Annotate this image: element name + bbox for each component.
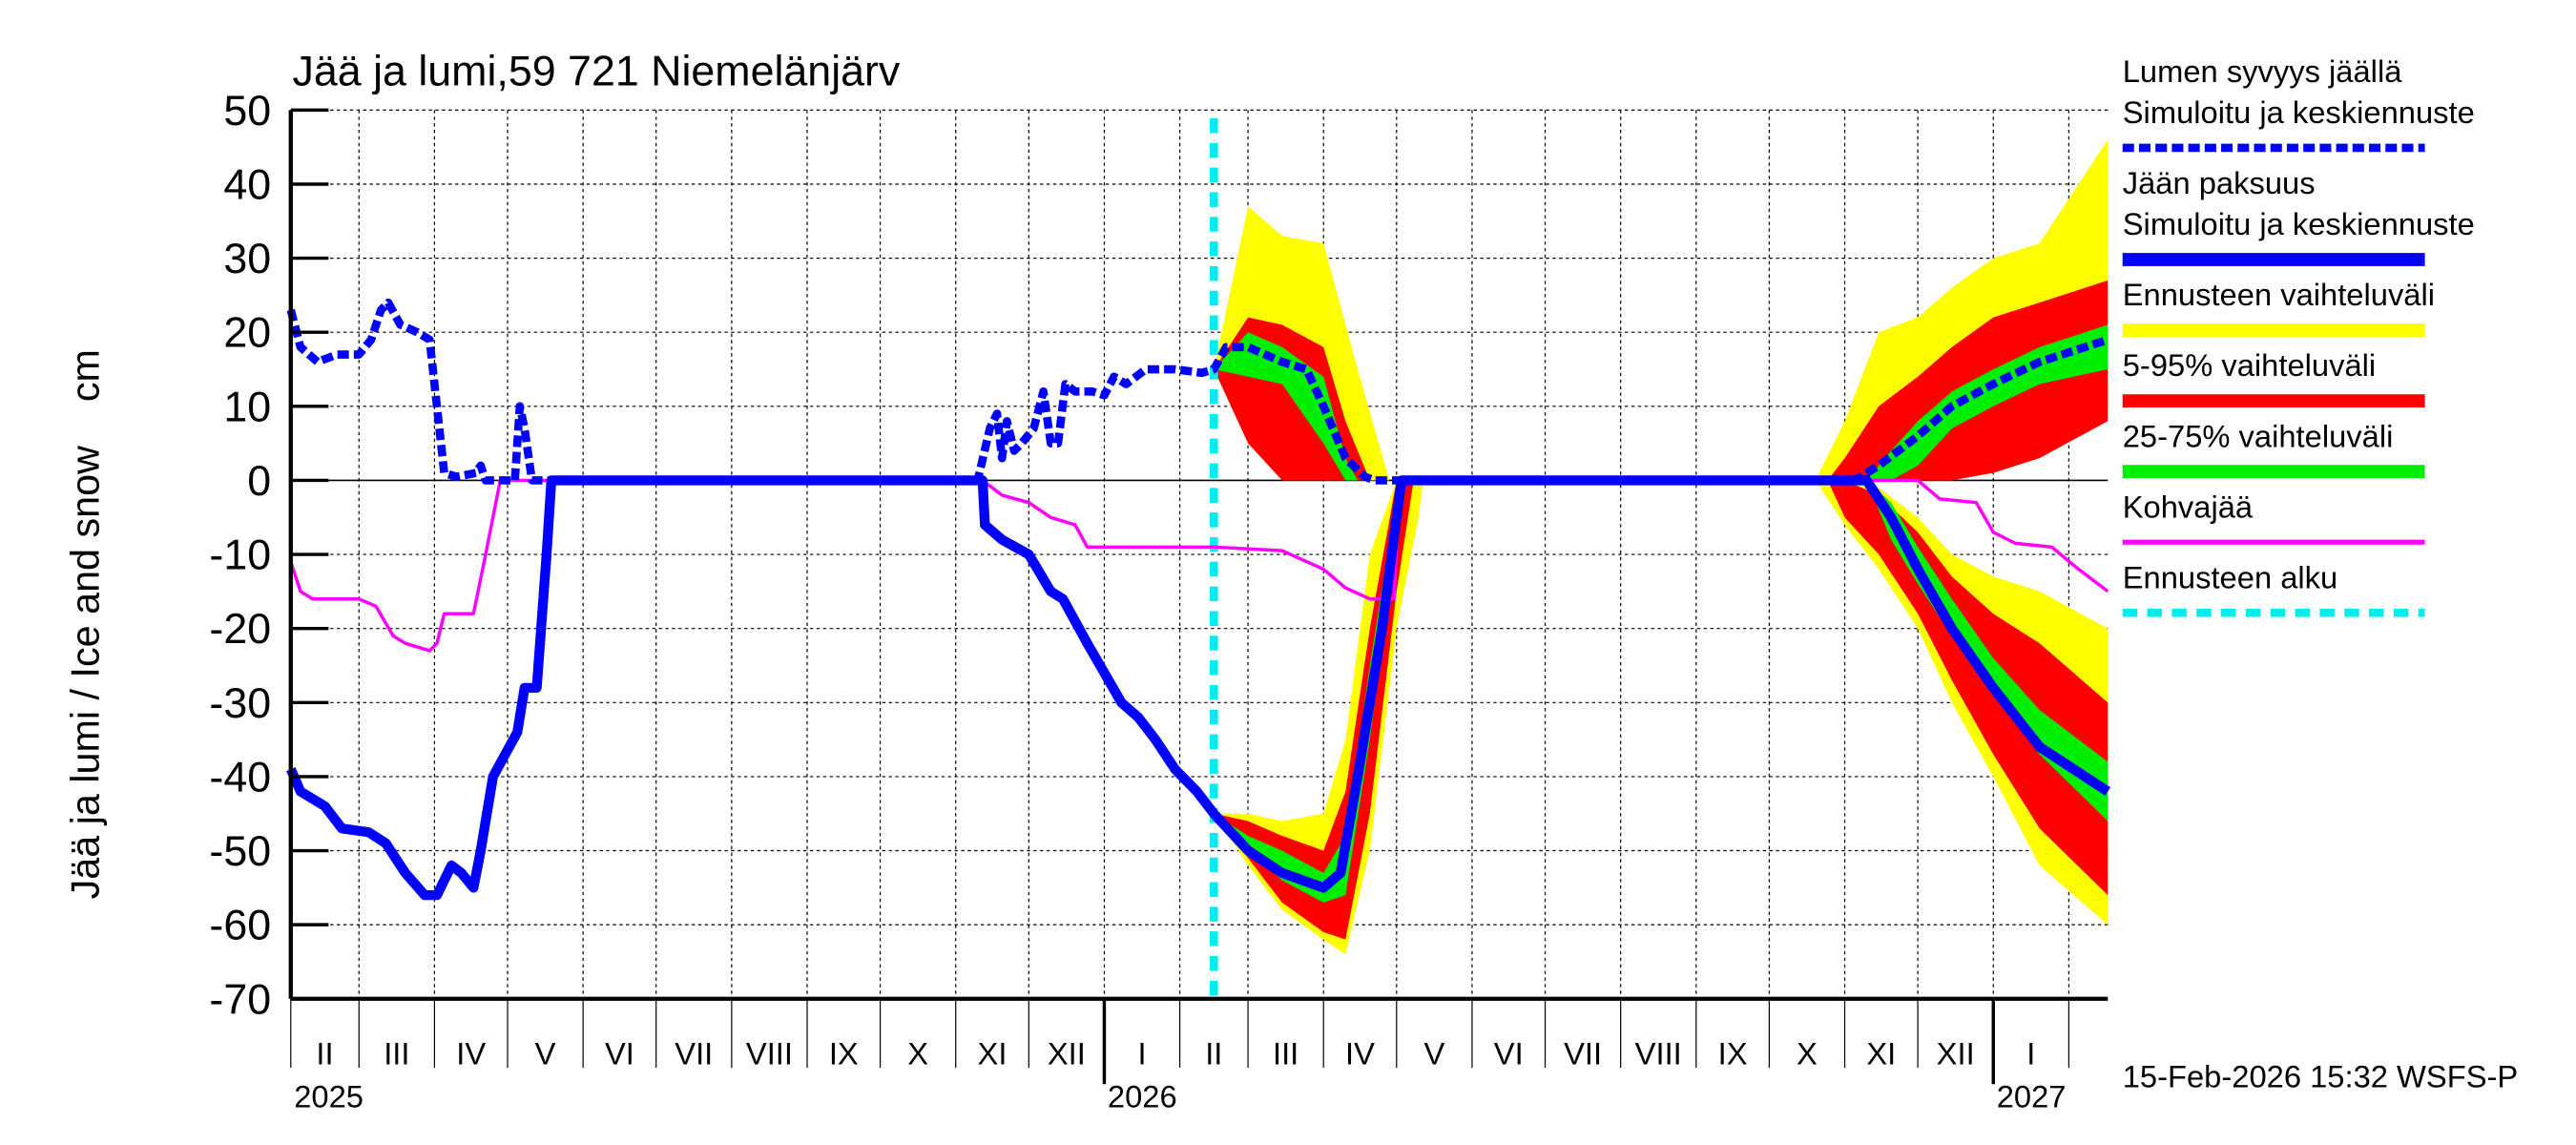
- month-label: VIII: [746, 1036, 793, 1072]
- month-label: X: [1797, 1036, 1818, 1072]
- y-tick-label: 0: [247, 457, 271, 505]
- legend: Lumen syvyys jäällä Simuloitu ja keskienn…: [2122, 53, 2475, 617]
- y-tick-label: 20: [223, 309, 271, 357]
- legend-label: Lumen syvyys jäällä: [2123, 53, 2402, 89]
- y-tick-label: -70: [209, 975, 271, 1023]
- year-label: 2027: [1997, 1078, 2067, 1114]
- month-label: I: [2026, 1036, 2035, 1072]
- legend-label: 5-95% vaihteluväli: [2123, 347, 2376, 383]
- month-label: I: [1137, 1036, 1146, 1072]
- year-label: 2026: [1108, 1078, 1177, 1114]
- month-label: IV: [1345, 1036, 1375, 1072]
- y-tick-label: -30: [209, 679, 271, 727]
- series-lines: [286, 117, 2111, 999]
- y-tick-label: 30: [223, 235, 271, 282]
- month-label: XII: [1048, 1036, 1086, 1072]
- month-label: VII: [1564, 1036, 1602, 1072]
- band-snow-full: [1214, 139, 2109, 481]
- forecast-bands: [1214, 139, 2109, 955]
- month-label: IV: [456, 1036, 486, 1072]
- month-label: II: [316, 1036, 333, 1072]
- y-tick-label: -10: [209, 531, 271, 579]
- month-label: IX: [1718, 1036, 1748, 1072]
- y-tick-label: -40: [209, 753, 271, 801]
- month-label: XI: [978, 1036, 1008, 1072]
- y-tick-label: 40: [223, 160, 271, 208]
- y-axis-label: Jää ja lumi / Ice and snow cm: [63, 349, 107, 899]
- y-tick-label: -60: [209, 902, 271, 949]
- month-label: VIII: [1635, 1036, 1682, 1072]
- month-label: IX: [829, 1036, 859, 1072]
- series-solid-line: [286, 475, 2111, 901]
- y-tick-label: 10: [223, 383, 271, 430]
- band-ice-5-95: [1214, 480, 2109, 940]
- month-label: V: [1423, 1036, 1444, 1072]
- chart-title: Jää ja lumi,59 721 Niemelänjärv: [293, 48, 901, 95]
- month-label: VII: [675, 1036, 713, 1072]
- month-label: III: [384, 1036, 409, 1072]
- legend-sublabel: Simuloitu ja keskiennuste: [2123, 206, 2475, 241]
- year-label: 2025: [294, 1078, 364, 1114]
- grid: [290, 109, 2109, 1000]
- month-label: VI: [1494, 1036, 1524, 1072]
- legend-label: Jään paksuus: [2123, 165, 2316, 200]
- month-label: III: [1273, 1036, 1298, 1072]
- y-tick-label: -20: [209, 605, 271, 653]
- legend-sublabel: Simuloitu ja keskiennuste: [2123, 94, 2475, 130]
- legend-label: Ennusteen vaihteluväli: [2123, 277, 2435, 312]
- month-label: V: [535, 1036, 556, 1072]
- band-snow-5-95: [1214, 280, 2109, 481]
- month-label: XI: [1866, 1036, 1896, 1072]
- month-label: II: [1205, 1036, 1222, 1072]
- series-dashed-line: [286, 298, 2109, 485]
- series-thin-line: [289, 478, 2109, 653]
- legend-label: 25-75% vaihteluväli: [2123, 418, 2394, 453]
- y-tick-label: -50: [209, 827, 271, 875]
- y-tick-label: 50: [223, 87, 271, 135]
- month-label: X: [907, 1036, 928, 1072]
- timestamp: 15-Feb-2026 15:32 WSFS-P: [2123, 1059, 2518, 1094]
- month-label: VI: [605, 1036, 634, 1072]
- legend-label: Kohvajää: [2123, 489, 2254, 524]
- legend-label: Ennusteen alku: [2123, 559, 2337, 594]
- month-label: XII: [1937, 1036, 1975, 1072]
